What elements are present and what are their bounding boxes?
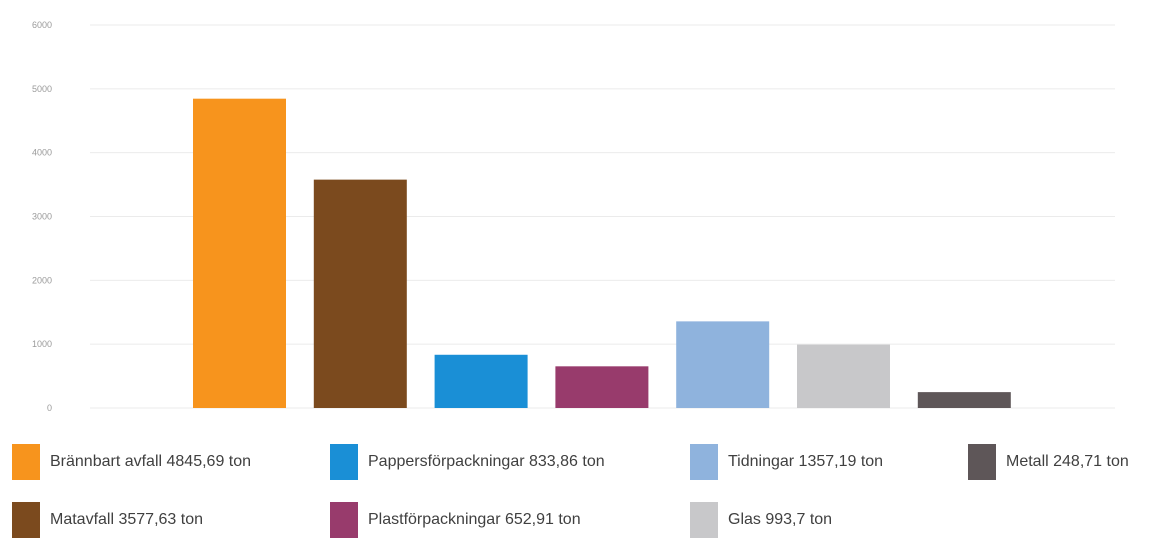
legend-swatch-glas xyxy=(690,502,718,538)
legend-swatch-pappersforpackningar xyxy=(330,444,358,480)
bar-metall xyxy=(917,392,1011,408)
bar-glas xyxy=(797,344,890,408)
y-tick-label-2000: 2000 xyxy=(32,275,52,285)
legend-label-matavfall: Matavfall 3577,63 ton xyxy=(50,511,203,528)
legend-item-plastforpackningar: Plastförpackningar 652,91 ton xyxy=(330,500,581,540)
legend-item-tidningar: Tidningar 1357,19 ton xyxy=(690,442,883,482)
bar-tidningar xyxy=(676,321,770,408)
y-tick-label-5000: 5000 xyxy=(32,84,52,94)
legend-label-brannbart-avfall: Brännbart avfall 4845,69 ton xyxy=(50,453,252,470)
y-tick-label-1000: 1000 xyxy=(32,339,52,349)
legend-swatch-plastforpackningar xyxy=(330,502,358,538)
bar-matavfall xyxy=(313,179,407,408)
legend-swatch-matavfall xyxy=(12,502,40,538)
legend-swatch-metall xyxy=(968,444,996,480)
legend: Brännbart avfall 4845,69 ton Matavfall 3… xyxy=(0,440,1162,541)
legend-item-metall: Metall 248,71 ton xyxy=(968,442,1129,482)
legend-swatch-brannbart-avfall xyxy=(12,444,40,480)
bar-pappersforpackningar xyxy=(434,354,528,408)
y-tick-label-6000: 6000 xyxy=(32,20,52,30)
bar-brannbart-avfall xyxy=(193,98,286,408)
legend-label-pappersforpackningar: Pappersförpackningar 833,86 ton xyxy=(368,453,605,470)
bar-chart: 0 1000 2000 3000 4000 5000 6000 xyxy=(32,20,1115,413)
legend-label-plastforpackningar: Plastförpackningar 652,91 ton xyxy=(368,511,581,528)
legend-item-matavfall: Matavfall 3577,63 ton xyxy=(12,500,203,540)
y-axis-tick-labels: 0 1000 2000 3000 4000 5000 6000 xyxy=(32,20,52,413)
legend-item-brannbart-avfall: Brännbart avfall 4845,69 ton xyxy=(12,442,251,482)
legend-swatch-tidningar xyxy=(690,444,718,480)
y-tick-label-4000: 4000 xyxy=(32,148,52,158)
bars xyxy=(193,98,1011,408)
legend-label-tidningar: Tidningar 1357,19 ton xyxy=(728,453,884,470)
legend-label-metall: Metall 248,71 ton xyxy=(1006,453,1129,470)
y-tick-label-3000: 3000 xyxy=(32,212,52,222)
legend-item-glas: Glas 993,7 ton xyxy=(690,500,832,540)
y-tick-label-0: 0 xyxy=(47,403,52,413)
legend-label-glas: Glas 993,7 ton xyxy=(728,511,833,528)
legend-item-pappersforpackningar: Pappersförpackningar 833,86 ton xyxy=(330,442,605,482)
bar-plastforpackningar xyxy=(555,366,649,408)
